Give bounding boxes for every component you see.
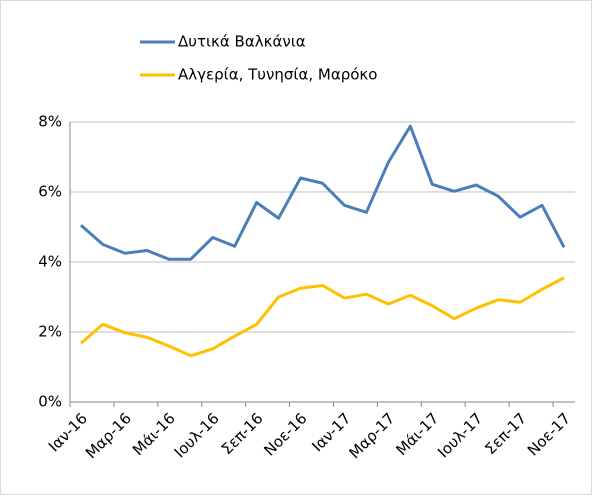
legend-label: Δυτικά Βαλκάνια [178, 33, 306, 51]
y-tick-label: 6% [38, 183, 62, 201]
series-line [79, 124, 566, 261]
y-tick-label: 2% [38, 323, 62, 341]
series-line [79, 276, 565, 358]
y-tick-label: 8% [38, 113, 62, 131]
y-tick-label: 0% [38, 393, 62, 411]
y-tick-label: 4% [38, 253, 62, 271]
legend-label: Αλγερία, Τυνησία, Μαρόκο [178, 66, 377, 84]
